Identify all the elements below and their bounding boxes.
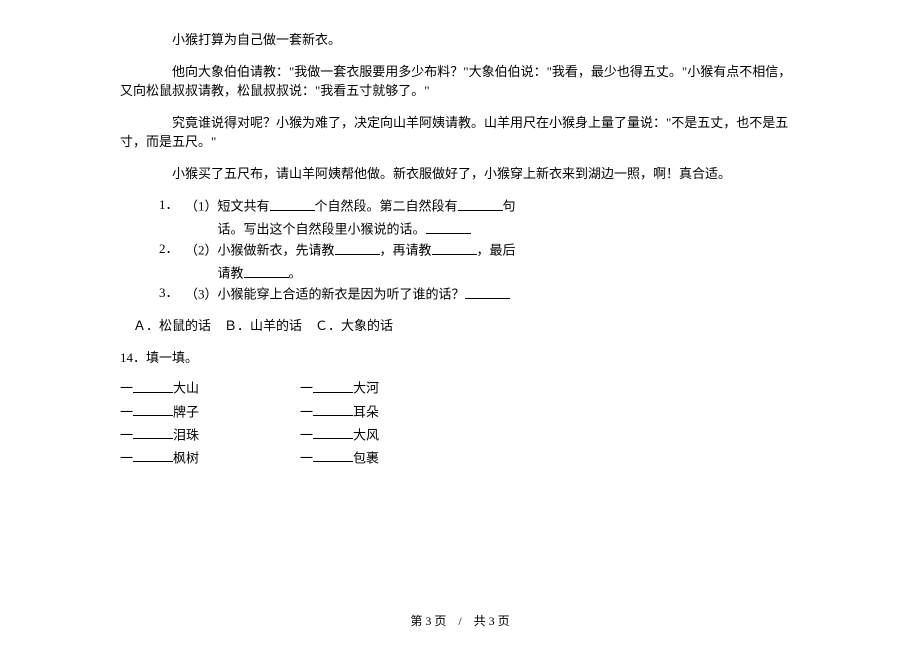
q1-line2-text: 话。写出这个自然段里小猴说的话。 <box>218 222 426 237</box>
question-1-content: （1）短文共有 个自然段。第二自然段有 句 <box>185 195 800 216</box>
dash-2-1: 一 <box>120 404 133 419</box>
fill-row-2: 一 牌子 一 耳朵 <box>120 401 800 422</box>
question-3: 3． （3）小猴能穿上合适的新衣是因为听了谁的话？ <box>159 283 800 304</box>
fill-item-4-1: 一 枫树 <box>120 447 300 468</box>
fill-section: 14．填一填。 一大山 一大河 一牌子 一耳朵 一泪珠 一大风 一枫树 一包裹 <box>120 348 800 468</box>
dash-1-1: 一 <box>120 381 133 396</box>
question-2-line2: 请教 。 <box>218 262 801 283</box>
question-1-line2: 话。写出这个自然段里小猴说的话。 <box>218 218 801 239</box>
fill-item-2-2: 一 耳朵 <box>300 401 480 422</box>
q1-blank-2 <box>458 195 503 211</box>
fill-word-3-2: 大风 <box>353 427 379 442</box>
fill-item-2-1: 一 牌子 <box>120 401 300 422</box>
q1-text-3: 句 <box>503 199 516 214</box>
story-paragraph-2: 他向大象伯伯请教："我做一套衣服要用多少布料？"大象伯伯说："我看，最少也得五丈… <box>120 62 800 101</box>
question-2-num: 2． <box>159 239 185 260</box>
question-2: 2． （2）小猴做新衣，先请教 ，再请教 ，最后 <box>159 239 800 260</box>
fill-blank-2-2 <box>313 401 353 417</box>
fill-word-4-1: 枫树 <box>173 450 199 465</box>
q1-blank-1 <box>270 195 315 211</box>
fill-blank-2-1 <box>133 401 173 417</box>
dash-4-1: 一 <box>120 450 133 465</box>
dash-3-1: 一 <box>120 427 133 442</box>
q2-line2-text: 请教 <box>218 266 244 281</box>
fill-word-2-1: 牌子 <box>173 404 199 419</box>
dash-3-2: 一 <box>300 427 313 442</box>
q1-text-2: 个自然段。第二自然段有 <box>315 199 458 214</box>
fill-word-4-2: 包裹 <box>353 450 379 465</box>
fill-blank-4-2 <box>313 447 353 463</box>
fill-row-3: 一 泪珠 一 大风 <box>120 424 800 445</box>
dash-1-2: 一 <box>300 381 313 396</box>
page-footer: 第 3 页 / 共 3 页 <box>0 612 920 630</box>
fill-blank-4-1 <box>133 447 173 463</box>
story-paragraph-1: 小猴打算为自己做一套新衣。 <box>120 30 800 50</box>
q3-text: （3）小猴能穿上合适的新衣是因为听了谁的话？ <box>185 287 465 302</box>
dash-4-2: 一 <box>300 450 313 465</box>
q2-text-2: ，再请教 <box>380 243 432 258</box>
fill-blank-1-1 <box>133 377 173 393</box>
fill-blank-3-1 <box>133 424 173 440</box>
fill-item-4-2: 一 包裹 <box>300 447 480 468</box>
fill-item-3-1: 一 泪珠 <box>120 424 300 445</box>
fill-title-text: 填一填。 <box>146 350 198 365</box>
q2-blank-3 <box>244 262 289 278</box>
fill-blank-1-2 <box>313 377 353 393</box>
fill-title-num: 14． <box>120 350 146 365</box>
story-paragraph-4: 小猴买了五尺布，请山羊阿姨帮他做。新衣服做好了，小猴穿上新衣来到湖边一照，啊！真… <box>120 164 800 184</box>
story-paragraph-3: 究竟谁说得对呢？小猴为难了，决定向山羊阿姨请教。山羊用尺在小猴身上量了量说："不… <box>120 113 800 152</box>
question-3-num: 3． <box>159 283 185 304</box>
question-1-num: 1． <box>159 195 185 216</box>
fill-word-3-1: 泪珠 <box>173 427 199 442</box>
question-list: 1． （1）短文共有个自然段。第二自然段有句 话。写出这个自然段里小猴说的话。 … <box>159 195 800 304</box>
fill-word-1-2: 大河 <box>353 381 379 396</box>
fill-row-1: 一 大山 一 大河 <box>120 377 800 398</box>
answer-options: Ａ．松鼠的话 Ｂ．山羊的话 Ｃ．大象的话 <box>120 316 800 336</box>
q2-end-text: 。 <box>289 266 302 281</box>
q2-text-1: （2）小猴做新衣，先请教 <box>185 243 335 258</box>
q1-text-1: （1）短文共有 <box>185 199 270 214</box>
q3-blank <box>465 283 510 299</box>
fill-item-1-2: 一 大河 <box>300 377 480 398</box>
fill-row-4: 一 枫树 一 包裹 <box>120 447 800 468</box>
question-1: 1． （1）短文共有 个自然段。第二自然段有 句 <box>159 195 800 216</box>
fill-item-3-2: 一 大风 <box>300 424 480 445</box>
fill-title: 14．填一填。 <box>120 348 800 368</box>
question-2-content: （2）小猴做新衣，先请教 ，再请教 ，最后 <box>185 239 800 260</box>
q2-text-3: ，最后 <box>477 243 516 258</box>
q1-blank-3 <box>426 218 471 234</box>
q2-blank-2 <box>432 239 477 255</box>
fill-item-1-1: 一 大山 <box>120 377 300 398</box>
fill-blank-3-2 <box>313 424 353 440</box>
dash-2-2: 一 <box>300 404 313 419</box>
q2-blank-1 <box>335 239 380 255</box>
question-3-content: （3）小猴能穿上合适的新衣是因为听了谁的话？ <box>185 283 800 304</box>
fill-word-2-2: 耳朵 <box>353 404 379 419</box>
fill-word-1-1: 大山 <box>173 381 199 396</box>
